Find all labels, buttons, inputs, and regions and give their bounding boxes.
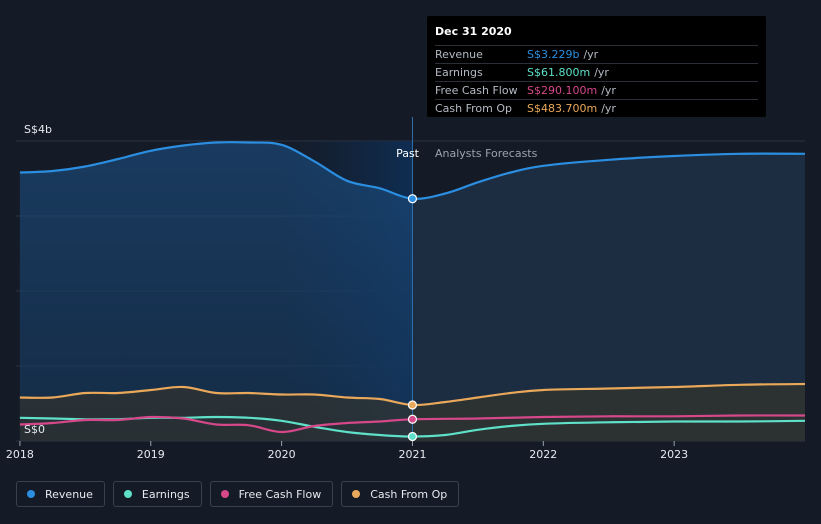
legend-dot-icon bbox=[27, 490, 35, 498]
legend-label: Cash From Op bbox=[370, 487, 448, 501]
revenue-area-past bbox=[19, 142, 413, 441]
x-tick-label-2022: 2022 bbox=[529, 448, 557, 461]
tooltip-row-value: S$290.100m bbox=[527, 84, 598, 97]
x-tick-label-2021: 2021 bbox=[398, 448, 426, 461]
legend-item-cash-from-op[interactable]: Cash From Op bbox=[341, 481, 460, 507]
marker-earnings bbox=[407, 431, 418, 442]
marker-cfo bbox=[407, 400, 418, 410]
tooltip-row: Revenue S$3.229b/yr bbox=[435, 45, 758, 63]
x-tick-label-2020: 2020 bbox=[268, 448, 296, 461]
x-axis-ticks: 2018 2019 2020 2021 2022 2023 bbox=[6, 441, 688, 461]
marker-revenue bbox=[407, 194, 418, 204]
y-axis-label-top: S$4b bbox=[24, 123, 52, 136]
tooltip-row: Free Cash Flow S$290.100m/yr bbox=[435, 81, 758, 99]
past-label: Past bbox=[396, 147, 420, 160]
tooltip-row: Cash From Op S$483.700m/yr bbox=[435, 99, 758, 117]
legend-item-revenue[interactable]: Revenue bbox=[16, 481, 105, 507]
tooltip-row: Earnings S$61.800m/yr bbox=[435, 63, 758, 81]
series-areas bbox=[19, 142, 805, 441]
series-line-fcf bbox=[19, 414, 806, 434]
x-tick-label-2023: 2023 bbox=[660, 448, 688, 461]
tooltip-row-name: Free Cash Flow bbox=[435, 84, 518, 97]
legend-label: Earnings bbox=[141, 487, 190, 501]
tooltip-row-value: S$61.800m bbox=[527, 66, 591, 79]
legend-item-earnings[interactable]: Earnings bbox=[112, 481, 202, 507]
y-axis-label-zero: S$0 bbox=[24, 423, 45, 436]
tooltip-date: Dec 31 2020 bbox=[435, 25, 512, 38]
forecast-label: Analysts Forecasts bbox=[435, 147, 538, 160]
legend-dot-icon bbox=[352, 490, 361, 498]
tooltip-row-unit: /yr bbox=[601, 84, 616, 97]
marker-fcf bbox=[407, 414, 418, 424]
chart-legend: Revenue Earnings Free Cash Flow Cash From O… bbox=[16, 481, 460, 507]
tooltip-row-name: Earnings bbox=[435, 66, 483, 79]
x-tick-label-2018: 2018 bbox=[6, 448, 34, 461]
legend-dot-icon bbox=[123, 490, 132, 498]
tooltip-row-unit: /yr bbox=[583, 48, 599, 61]
legend-label: Revenue bbox=[45, 487, 93, 501]
tooltip-row-unit: /yr bbox=[601, 102, 616, 115]
series-line-revenue bbox=[19, 141, 806, 201]
revenue-area-forecast bbox=[412, 153, 805, 441]
tooltip-row-value: S$483.700m bbox=[527, 102, 598, 115]
tooltip-row-name: Revenue bbox=[435, 48, 483, 61]
legend-label: Free Cash Flow bbox=[238, 487, 322, 501]
legend-item-free-cash-flow[interactable]: Free Cash Flow bbox=[209, 481, 334, 507]
tooltip-row-name: Cash From Op bbox=[435, 102, 513, 115]
tooltip-row-value: S$3.229b bbox=[527, 48, 580, 61]
series-line-cfo bbox=[19, 382, 806, 407]
legend-dot-icon bbox=[220, 490, 229, 498]
tooltip-row-unit: /yr bbox=[594, 66, 609, 79]
x-tick-label-2019: 2019 bbox=[137, 448, 165, 461]
hover-markers bbox=[407, 194, 418, 442]
data-tooltip: Dec 31 2020 Revenue S$3.229b/yr Earnings S$… bbox=[427, 16, 766, 117]
series-lines bbox=[19, 141, 806, 438]
